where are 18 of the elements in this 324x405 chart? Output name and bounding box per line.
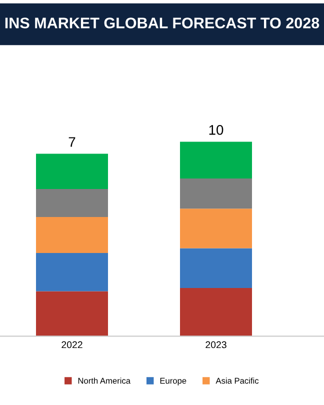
- x-tick-label: 2023: [206, 341, 226, 348]
- bar: [36, 216, 108, 253]
- annotation: 7: [68, 137, 76, 147]
- legend-label: Europe: [160, 378, 186, 386]
- bar: [36, 291, 108, 336]
- bar: [180, 178, 252, 209]
- bar: [180, 208, 252, 248]
- bar: [36, 154, 108, 189]
- chart-title: INS MARKET GLOBAL FORECAST TO 2028: [5, 18, 320, 28]
- annotation: 10: [209, 125, 224, 135]
- legend-label: Asia Pacific: [216, 378, 259, 384]
- x-tick-label: 2022: [62, 341, 82, 348]
- bar: [180, 288, 252, 336]
- bar: [36, 252, 108, 292]
- bar: [180, 142, 252, 178]
- bar: [180, 248, 252, 288]
- legend-label: North America: [78, 378, 131, 384]
- bar: [36, 188, 108, 217]
